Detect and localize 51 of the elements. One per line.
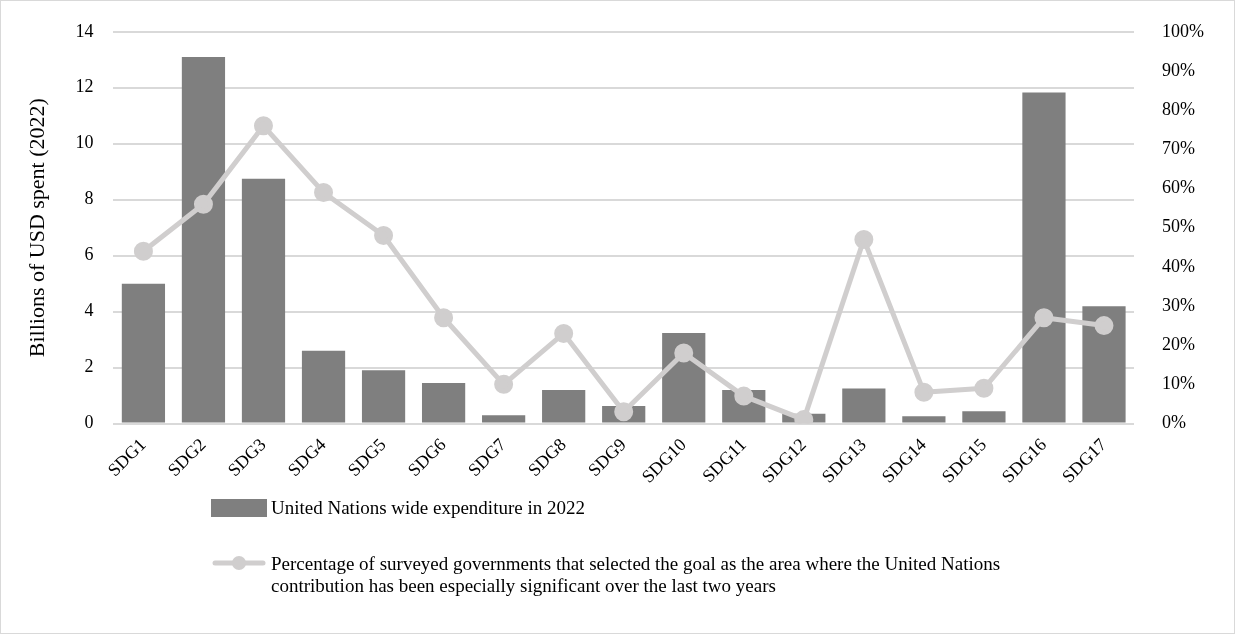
bar — [1082, 306, 1126, 423]
y-tick-label: 12 — [75, 76, 94, 97]
point — [1034, 308, 1054, 328]
y2-tick-label: 60% — [1162, 177, 1196, 198]
point — [133, 241, 153, 261]
bar — [902, 416, 946, 423]
bar — [482, 415, 526, 423]
point — [734, 386, 754, 406]
y2-tick-label: 70% — [1162, 138, 1196, 159]
point — [974, 378, 994, 398]
y-tick-label: 6 — [84, 244, 94, 265]
legend-label: Percentage of surveyed governments that selected the goal as the area where the United Nations contribution has been especially significant over the last two years — [271, 553, 1002, 597]
y2-tick-label: 0% — [1162, 412, 1187, 433]
y-tick-label: 2 — [84, 356, 94, 377]
legend-label: United Nations wide expenditure in 2022 — [271, 497, 585, 519]
bar — [542, 389, 586, 423]
y2-tick-label: 50% — [1162, 216, 1196, 237]
bar — [181, 56, 226, 423]
y2-tick-label: 20% — [1162, 333, 1196, 354]
y2-tick-label: 100% — [1162, 20, 1205, 41]
point — [554, 323, 574, 343]
point — [434, 308, 454, 328]
y-tick-label: 14 — [75, 20, 94, 41]
point — [674, 343, 694, 363]
y2-tick-label: 30% — [1162, 294, 1196, 315]
point — [1094, 316, 1114, 336]
y-axis-title: Billions of USD spent (2022) — [23, 98, 49, 358]
bar — [241, 178, 286, 423]
y2-tick-label: 80% — [1162, 98, 1196, 119]
y-tick-label: 8 — [84, 188, 94, 209]
bar — [421, 382, 466, 423]
point — [494, 374, 514, 394]
point — [193, 194, 213, 214]
bar — [121, 283, 166, 423]
bar — [361, 370, 406, 423]
y-tick-label: 10 — [75, 132, 94, 153]
bar — [962, 411, 1006, 423]
y2-tick-label: 40% — [1162, 255, 1196, 276]
y2-tick-label: 90% — [1162, 59, 1196, 80]
y-tick-label: 4 — [84, 300, 94, 321]
y2-tick-label: 10% — [1162, 373, 1196, 394]
point — [374, 226, 394, 245]
bar — [1022, 92, 1066, 423]
point — [914, 382, 934, 402]
bar — [301, 350, 346, 423]
y-tick-label: 0 — [84, 412, 94, 433]
point — [314, 182, 334, 202]
point — [614, 402, 634, 422]
point — [854, 229, 874, 249]
point — [253, 116, 273, 136]
bar — [842, 388, 886, 423]
